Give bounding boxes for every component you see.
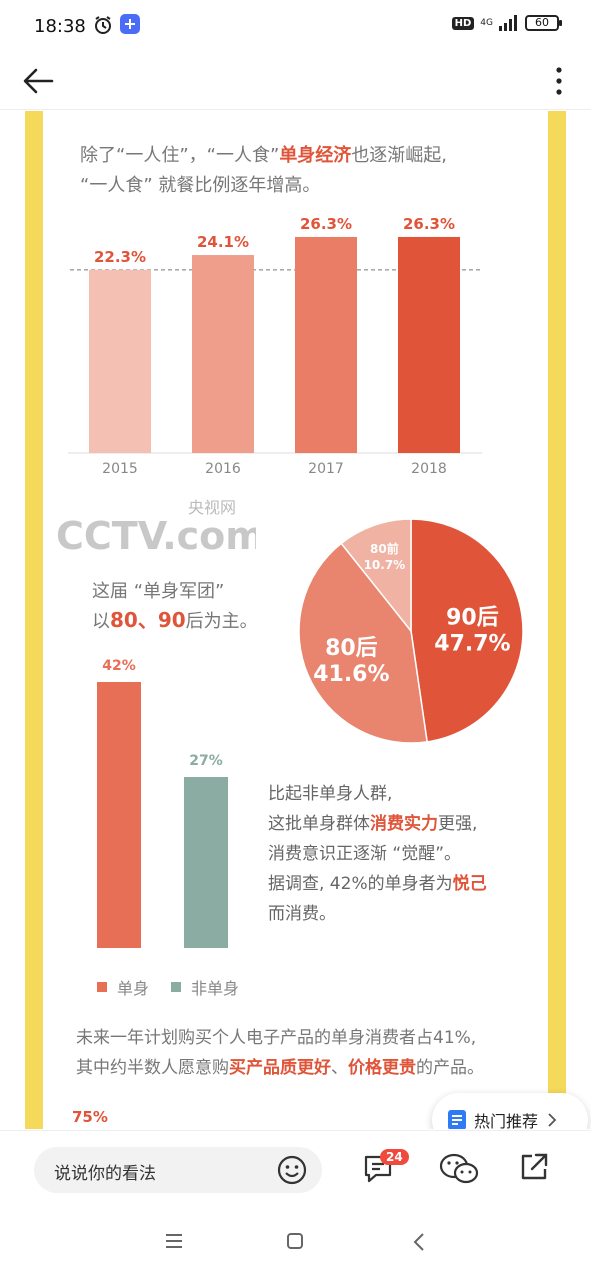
bar-2015	[89, 269, 151, 453]
pie-category-label: 80前	[370, 541, 399, 556]
comment-count-badge: 24	[380, 1149, 409, 1165]
document-icon	[448, 1110, 466, 1129]
alarm-icon	[95, 16, 111, 34]
legend-single: 单身	[117, 979, 150, 998]
comment-placeholder: 说说你的看法	[54, 1164, 156, 1184]
future-highlight-2: 价格更贵	[348, 1058, 416, 1078]
watermark-cn: 央视网	[188, 498, 236, 517]
compare-line1: 比起非单身人群,	[268, 784, 393, 804]
compare-text: 比起非单身人群, 这批单身群体消费实力更强, 消费意识正逐渐 “觉醒”。 据调查…	[268, 779, 487, 929]
emoji-icon[interactable]	[276, 1154, 308, 1186]
status-bar: 18:38 HD 4G 60	[0, 0, 591, 52]
frame-right	[548, 111, 566, 1129]
pie-slice-0	[410, 518, 524, 743]
pie-category-label: 80后	[325, 636, 378, 661]
hd-badge: HD	[451, 16, 475, 30]
intro-line2: “一人食” 就餐比例逐年增高。	[80, 175, 321, 196]
compare-highlight-2: 悦己	[452, 874, 487, 894]
status-time: 18:38	[34, 16, 86, 37]
group-highlight: 80、90	[110, 608, 186, 632]
compare-line2-post: 更强,	[438, 814, 478, 834]
signal-icon	[499, 15, 517, 31]
intro-line1-post: 也逐渐崛起,	[351, 145, 448, 166]
comp-value-label: 27%	[189, 753, 223, 769]
home-icon[interactable]	[286, 1232, 304, 1250]
bar-value-label: 26.3%	[300, 215, 352, 233]
app-bar	[0, 52, 591, 110]
chart-legend: 单身 非单身	[97, 975, 239, 999]
chevron-right-icon	[548, 1113, 557, 1127]
bar-value-label: 24.1%	[197, 233, 249, 251]
next-chart-value: 75%	[72, 1108, 108, 1126]
future-line1: 未来一年计划购买个人电子产品的单身消费者占41%,	[76, 1028, 477, 1048]
group-line2-post: 后为主。	[185, 611, 258, 632]
legend-swatch-single	[97, 982, 107, 992]
share-icon[interactable]	[518, 1151, 550, 1183]
battery-icon: 60	[525, 15, 562, 31]
group-line1: 这届 “单身军团”	[92, 581, 225, 602]
bar-value-label: 22.3%	[94, 248, 146, 266]
watermark-en: CCTV.com	[56, 514, 256, 555]
more-menu-icon[interactable]	[555, 66, 563, 96]
pie-value-label: 47.7%	[434, 632, 510, 657]
compare-line4-pre: 据调查, 42%的单身者为	[268, 874, 453, 894]
pie-value-label: 41.6%	[313, 662, 389, 687]
single-vs-nonsingle-bar-chart: 42% 27%	[97, 658, 228, 948]
group-text: 这届 “单身军团” 以80、90后为主。	[92, 578, 258, 636]
compare-line5: 而消费。	[268, 904, 336, 924]
wechat-share-icon[interactable]	[438, 1151, 480, 1187]
comment-bar: 说说你的看法 24	[0, 1130, 591, 1208]
compare-line2-pre: 这批单身群体	[268, 814, 370, 834]
article-body: 除了“一人住”，“一人食”单身经济也逐渐崛起, “一人食” 就餐比例逐年增高。 …	[0, 111, 591, 1129]
future-line2-pre: 其中约半数人愿意购	[76, 1058, 229, 1078]
cctv-watermark-logo: 央视网 CCTV.com	[56, 498, 256, 555]
bar-value-label: 26.3%	[403, 215, 455, 233]
hot-recommend-label: 热门推荐	[474, 1112, 539, 1129]
future-line2-post: 的产品。	[416, 1058, 484, 1078]
pie-slice-2	[340, 518, 412, 634]
future-highlight-1: 买产品质更好	[229, 1058, 331, 1078]
pie-value-label: 10.7%	[364, 558, 406, 572]
comp-bar-0	[97, 682, 141, 948]
nav-back-icon[interactable]	[412, 1232, 426, 1252]
recent-apps-icon[interactable]	[164, 1232, 184, 1250]
hot-recommend-button[interactable]: 热门推荐	[432, 1093, 588, 1129]
bar-category-label: 2018	[411, 461, 447, 477]
legend-non-single: 非单身	[191, 979, 240, 998]
bar-2017	[295, 236, 357, 453]
pie-slice-1	[298, 542, 428, 744]
bar-2018	[398, 236, 460, 453]
intro-text: 除了“一人住”，“一人食”单身经济也逐渐崛起, “一人食” 就餐比例逐年增高。	[80, 141, 447, 201]
intro-highlight: 单身经济	[279, 145, 352, 166]
yearly-bar-chart: 22.3% 2015 24.1% 2016 26.3% 2017 26.3% 2018	[68, 215, 482, 477]
intro-line1-pre: 除了“一人住”，“一人食”	[80, 145, 280, 166]
legend-swatch-non-single	[171, 982, 182, 992]
comp-value-label: 42%	[102, 658, 136, 674]
bar-category-label: 2016	[205, 461, 241, 477]
pie-category-label: 90后	[446, 606, 499, 631]
frame-left	[25, 111, 43, 1129]
bar-2016	[192, 255, 254, 453]
compare-highlight: 消费实力	[370, 814, 438, 834]
bar-category-label: 2017	[308, 461, 344, 477]
group-line2-pre: 以	[92, 611, 110, 632]
bar-category-label: 2015	[102, 461, 138, 477]
future-line2-mid: 、	[331, 1058, 348, 1078]
comp-bar-1	[184, 777, 228, 948]
app-notification-icon	[120, 14, 140, 34]
system-nav-bar	[0, 1208, 591, 1280]
network-type: 4G	[480, 17, 493, 28]
future-text: 未来一年计划购买个人电子产品的单身消费者占41%, 其中约半数人愿意购买产品质更…	[76, 1023, 484, 1083]
compare-line3: 消费意识正逐渐 “觉醒”。	[268, 844, 462, 864]
back-arrow-icon[interactable]	[22, 66, 56, 96]
comment-input[interactable]: 说说你的看法	[34, 1147, 322, 1193]
